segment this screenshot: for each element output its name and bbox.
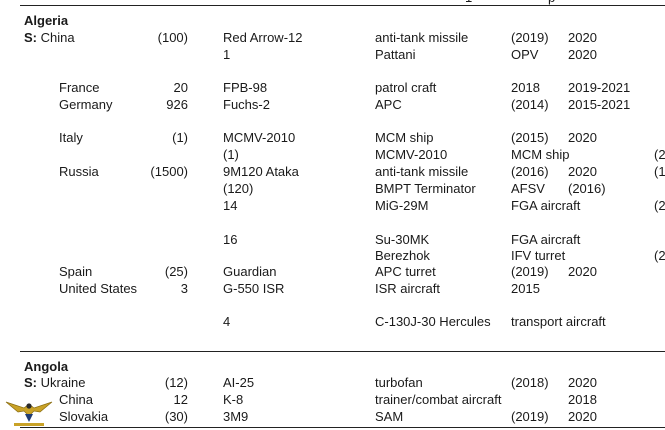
delivery-year: 2019-2021 xyxy=(568,80,631,95)
description: MCM ship xyxy=(375,130,434,145)
designation: 4 xyxy=(223,314,231,329)
delivery-year: 2020 xyxy=(568,47,597,62)
country-heading: Angola xyxy=(24,359,69,374)
designation: AI-25 xyxy=(223,375,255,390)
order-year: (2019) xyxy=(511,409,549,424)
description: Su-30MK xyxy=(375,232,430,247)
eagle-logo xyxy=(5,401,53,426)
quantity: 926 xyxy=(166,97,188,112)
quantity: (25) xyxy=(164,264,188,279)
order-year: IFV turret xyxy=(511,248,566,263)
country-heading: Algeria xyxy=(24,13,69,28)
order-year: transport aircraft xyxy=(511,314,606,329)
top-rule xyxy=(20,5,665,6)
quantity: 20 xyxy=(173,80,188,95)
quantity: (12) xyxy=(164,375,188,390)
delivery-year: 2020 xyxy=(568,375,597,390)
quantity: 12 xyxy=(173,392,188,407)
order-year: 2018 xyxy=(511,80,540,95)
supplier-name: Ukraine xyxy=(40,375,86,390)
delivery-year: 2018 xyxy=(568,392,597,407)
delivery-year: (2016) xyxy=(568,181,606,196)
supplier-name: Slovakia xyxy=(59,409,109,424)
order-year: FGA aircraft xyxy=(511,198,581,213)
quantity: (100) xyxy=(157,30,188,45)
supplier-name: United States xyxy=(59,281,138,296)
designation: K-8 xyxy=(223,392,244,407)
description: BMPT Terminator xyxy=(375,181,476,196)
description: turbofan xyxy=(375,375,423,390)
designation: Guardian xyxy=(223,264,277,279)
top-fragment: 1 xyxy=(465,0,472,6)
designation: G-550 ISR xyxy=(223,281,285,296)
description: Pattani xyxy=(375,47,416,62)
supplier-name: Spain xyxy=(59,264,93,279)
quantity: (1) xyxy=(172,130,188,145)
description: ISR aircraft xyxy=(375,281,441,296)
clipped-cell: (2 xyxy=(654,147,665,162)
clipped-cell: (1 xyxy=(654,164,665,179)
supplier-name: Germany xyxy=(59,97,113,112)
designation: 9M120 Ataka xyxy=(223,164,299,179)
delivery-year: 2020 xyxy=(568,164,597,179)
supplier-name: France xyxy=(59,80,100,95)
order-year: (2019) xyxy=(511,30,549,45)
description: Berezhok xyxy=(375,248,430,263)
description: C-130J-30 Hercules xyxy=(375,314,491,329)
order-year: FGA aircraft xyxy=(511,232,581,247)
designation: 1 xyxy=(223,47,231,62)
supplier-line: S: Ukraine xyxy=(24,375,85,391)
designation: Fuchs-2 xyxy=(223,97,270,112)
description: trainer/combat aircraft xyxy=(375,392,502,407)
quantity: (1500) xyxy=(150,164,188,179)
delivery-year: 2015-2021 xyxy=(568,97,631,112)
description: APC turret xyxy=(375,264,436,279)
bottom-rule xyxy=(20,427,665,428)
supplier-prefix: S: xyxy=(24,375,37,390)
description: anti-tank missile xyxy=(375,164,469,179)
designation: MCMV-2010 xyxy=(223,130,296,145)
section-divider xyxy=(20,351,665,352)
order-year: (2016) xyxy=(511,164,549,179)
top-fragment: p xyxy=(548,0,555,6)
description: MiG-29M xyxy=(375,198,429,213)
description: anti-tank missile xyxy=(375,30,469,45)
supplier-prefix: S: xyxy=(24,30,37,45)
description: patrol craft xyxy=(375,80,437,95)
order-year: (2014) xyxy=(511,97,549,112)
designation: 14 xyxy=(223,198,238,213)
supplier-name: China xyxy=(40,30,75,45)
designation: 3M9 xyxy=(223,409,249,424)
designation: Red Arrow-12 xyxy=(223,30,303,45)
supplier-line: S: China xyxy=(24,30,75,46)
supplier-name: Italy xyxy=(59,130,83,145)
order-year: MCM ship xyxy=(511,147,570,162)
order-year: (2015) xyxy=(511,130,549,145)
delivery-year: 2020 xyxy=(568,409,597,424)
designation: (1) xyxy=(223,147,239,162)
quantity: 3 xyxy=(180,281,188,296)
description: MCMV-2010 xyxy=(375,147,448,162)
order-year: OPV xyxy=(511,47,539,62)
quantity: (30) xyxy=(164,409,188,424)
supplier-name: China xyxy=(59,392,93,407)
supplier-name: Russia xyxy=(59,164,99,179)
order-year: (2018) xyxy=(511,375,549,390)
designation: 16 xyxy=(223,232,238,247)
order-year: (2019) xyxy=(511,264,549,279)
delivery-year: 2020 xyxy=(568,30,597,45)
clipped-cell: (2 xyxy=(654,198,665,213)
designation: FPB-98 xyxy=(223,80,268,95)
order-year: 2015 xyxy=(511,281,540,296)
delivery-year: 2020 xyxy=(568,264,597,279)
description: APC xyxy=(375,97,402,112)
delivery-year: 2020 xyxy=(568,130,597,145)
description: SAM xyxy=(375,409,404,424)
order-year: AFSV xyxy=(511,181,545,196)
designation: (120) xyxy=(223,181,254,196)
clipped-cell: (2 xyxy=(654,248,665,263)
